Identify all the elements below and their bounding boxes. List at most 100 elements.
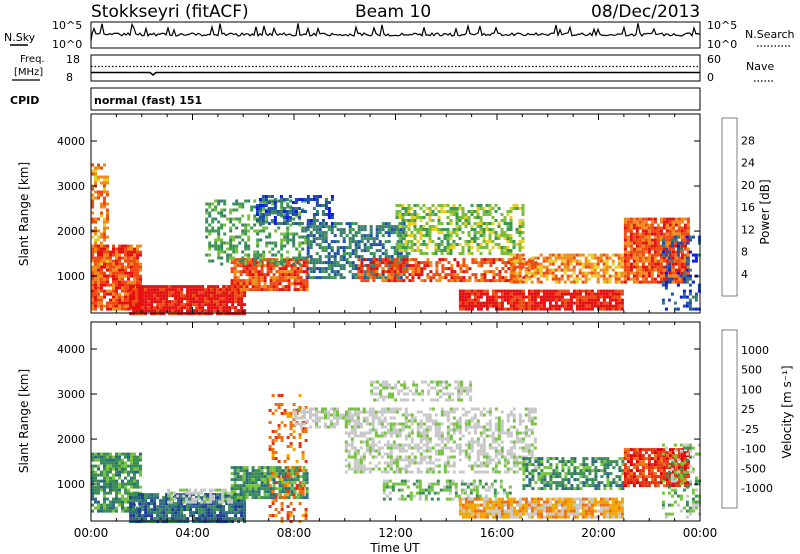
heatmap-cell	[301, 256, 305, 260]
heatmap-cell	[260, 264, 264, 268]
heatmap-cell	[91, 202, 94, 206]
heatmap-cell	[309, 270, 313, 274]
heatmap-cell	[629, 232, 633, 236]
heatmap-cell	[248, 261, 252, 265]
heatmap-cell	[139, 455, 142, 459]
heatmap-cell	[473, 216, 477, 219]
heatmap-cell	[647, 250, 651, 254]
heatmap-cell	[91, 470, 94, 474]
heatmap-cell	[284, 466, 288, 470]
heatmap-cell	[277, 493, 281, 496]
heatmap-cell	[275, 469, 279, 473]
heatmap-cell	[296, 279, 300, 283]
heatmap-cell	[124, 485, 127, 489]
heatmap-cell	[395, 216, 399, 219]
heatmap-cell	[623, 229, 627, 233]
heatmap-cell	[509, 240, 513, 243]
heatmap-cell	[243, 508, 247, 512]
heatmap-cell	[267, 210, 271, 213]
heatmap-cell	[494, 292, 498, 296]
heatmap-cell	[515, 271, 519, 275]
heatmap-cell	[509, 271, 513, 275]
heatmap-cell	[686, 247, 690, 251]
heatmap-cell	[247, 238, 251, 242]
heatmap-cell	[306, 237, 310, 241]
heatmap-cell	[136, 265, 139, 269]
heatmap-cell	[103, 470, 106, 474]
heatmap-cell	[156, 505, 160, 509]
heatmap-cell	[229, 211, 233, 215]
heatmap-cell	[413, 228, 417, 231]
heatmap-cell	[414, 273, 418, 277]
heatmap-cell	[150, 306, 154, 310]
heatmap-cell	[299, 475, 303, 479]
heatmap-cell	[686, 226, 690, 230]
heatmap-cell	[653, 253, 657, 257]
heatmap-cell	[215, 488, 219, 492]
heatmap-cell	[235, 235, 239, 239]
heatmap-cell	[674, 253, 678, 257]
heatmap-cell	[372, 261, 376, 265]
heatmap-cell	[309, 198, 313, 201]
heatmap-cell	[464, 292, 468, 296]
heatmap-cell	[109, 250, 112, 254]
heatmap-cell	[177, 511, 181, 515]
heatmap-cell	[180, 288, 184, 292]
heatmap-cell	[293, 288, 297, 292]
heatmap-cell	[449, 213, 453, 216]
heatmap-cell	[554, 292, 558, 296]
heatmap-cell	[127, 280, 130, 284]
heatmap-cell	[112, 268, 115, 272]
heatmap-cell	[333, 270, 337, 274]
heatmap-cell	[360, 258, 364, 262]
heatmap-cell	[97, 491, 100, 495]
heatmap-cell	[271, 202, 275, 206]
heatmap-cell	[198, 291, 202, 295]
heatmap-cell	[407, 219, 411, 222]
heatmap-cell	[608, 280, 612, 284]
heatmap-cell	[449, 234, 453, 237]
heatmap-cell	[206, 500, 210, 504]
heatmap-cell	[623, 277, 627, 281]
heatmap-cell	[581, 289, 585, 293]
heatmap-cell	[203, 497, 207, 501]
heatmap-cell	[431, 219, 435, 222]
heatmap-cell	[268, 250, 272, 254]
heatmap-cell	[354, 264, 358, 268]
heatmap-cell	[348, 222, 352, 226]
heatmap-cell	[602, 307, 606, 311]
heatmap-cell	[286, 505, 290, 508]
heatmap-cell	[165, 291, 169, 295]
heatmap-cell	[266, 288, 270, 292]
heatmap-cell	[688, 238, 692, 242]
heatmap-cell	[174, 285, 178, 289]
heatmap-cell	[470, 237, 474, 240]
heatmap-cell	[124, 280, 127, 284]
heatmap-cell	[614, 277, 618, 281]
heatmap-cell	[210, 312, 214, 316]
heatmap-cell	[465, 264, 469, 268]
heatmap-cell	[668, 244, 672, 248]
heatmap-cell	[217, 238, 221, 242]
heatmap-cell	[521, 262, 525, 266]
heatmap-cell	[254, 264, 258, 268]
heatmap-cell	[677, 217, 681, 221]
heatmap-cell	[254, 481, 258, 485]
heatmap-cell	[248, 258, 252, 262]
heatmap-cell	[153, 294, 157, 298]
heatmap-cell	[272, 279, 276, 283]
heatmap-cell	[569, 274, 573, 278]
heatmap-cell	[233, 276, 237, 280]
heatmap-cell	[626, 229, 630, 233]
heatmap-cell	[512, 243, 516, 246]
heatmap-cell	[226, 217, 230, 221]
heatmap-cell	[315, 198, 319, 201]
heatmap-cell	[94, 286, 97, 290]
heatmap-cell	[118, 452, 121, 456]
heatmap-cell	[228, 288, 232, 292]
heatmap-cell	[106, 214, 109, 218]
heatmap-cell	[623, 235, 627, 239]
heatmap-cell	[299, 270, 303, 274]
heatmap-cell	[293, 487, 297, 491]
heatmap-cell	[242, 484, 246, 488]
